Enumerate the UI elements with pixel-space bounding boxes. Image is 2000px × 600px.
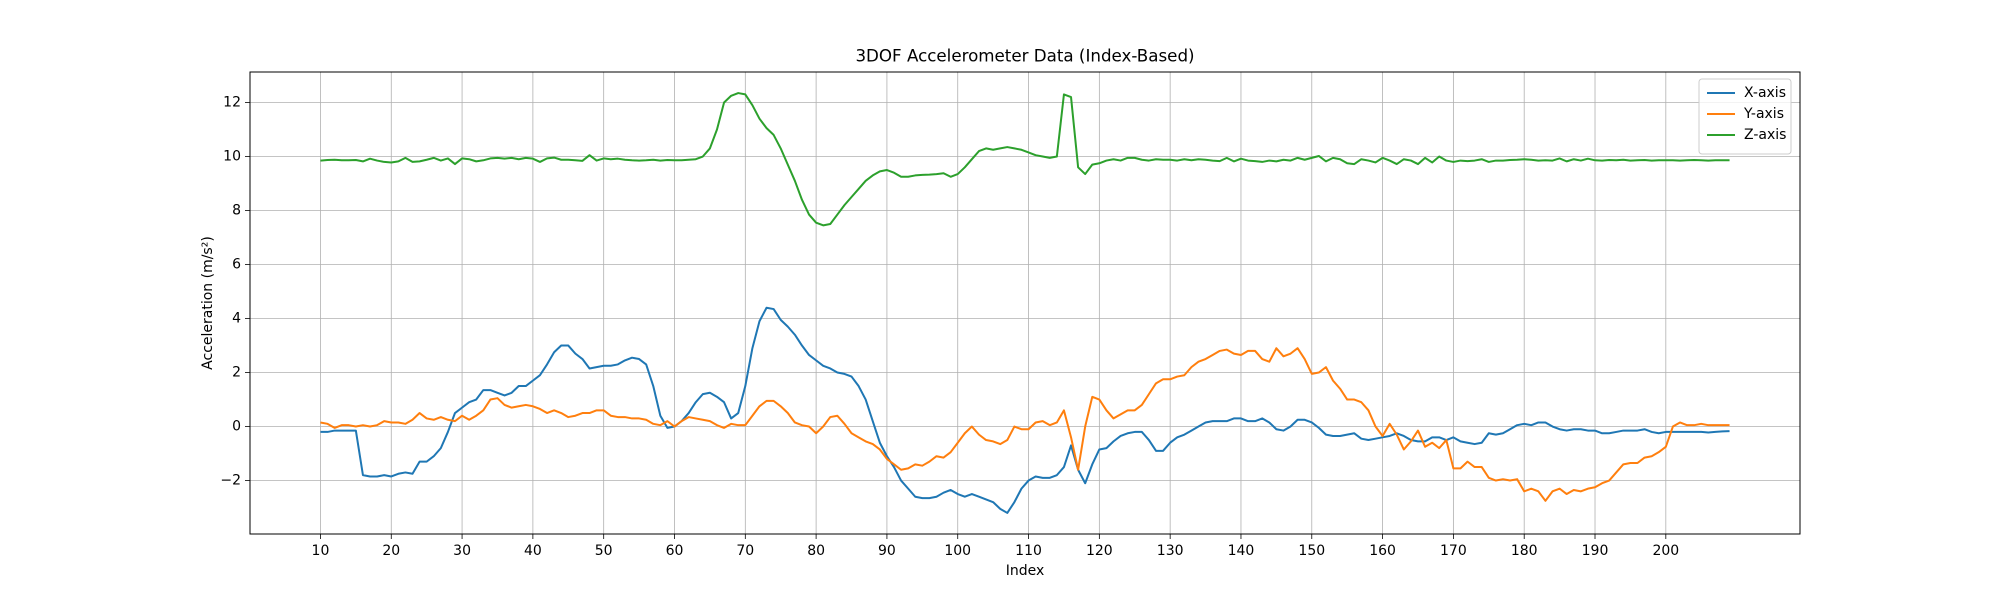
y-tick-label: 10 — [223, 149, 241, 165]
x-tick-label: 110 — [1015, 543, 1042, 559]
x-tick-label: 20 — [382, 543, 400, 559]
y-axis-label: Acceleration (m/s²) — [200, 236, 216, 370]
x-tick-label: 90 — [878, 543, 896, 559]
x-axis-label: Index — [1006, 563, 1045, 579]
series-line — [320, 306, 1730, 514]
y-tick-label: 2 — [232, 365, 241, 381]
legend-label: Z-axis — [1744, 127, 1786, 143]
x-tick-label: 200 — [1652, 543, 1679, 559]
series-line — [320, 347, 1730, 502]
legend: X-axis Y-axis Z-axis — [1698, 78, 1792, 155]
x-tick-label: 30 — [453, 543, 471, 559]
legend-label: Y-axis — [1743, 106, 1784, 122]
x-tick-label: 10 — [312, 543, 330, 559]
x-tick-label: 40 — [524, 543, 542, 559]
x-tick-label: 140 — [1228, 543, 1255, 559]
x-tick-label: 130 — [1157, 543, 1184, 559]
x-tick-label: 70 — [736, 543, 754, 559]
x-tick-label: 60 — [666, 543, 684, 559]
y-tick-label: 4 — [232, 311, 241, 327]
x-tick-label: 50 — [595, 543, 613, 559]
y-tick-label: 0 — [232, 419, 241, 435]
legend-label: X-axis — [1744, 85, 1786, 101]
y-tick-label: −2 — [220, 473, 241, 489]
series-line — [320, 92, 1730, 227]
chart-title: 3DOF Accelerometer Data (Index-Based) — [855, 46, 1194, 66]
y-tick-label: 12 — [223, 95, 241, 111]
x-tick-label: 100 — [944, 543, 971, 559]
x-tick-label: 160 — [1369, 543, 1396, 559]
x-tick-label: 190 — [1582, 543, 1609, 559]
y-tick-label: 8 — [232, 203, 241, 219]
x-tick-label: 170 — [1440, 543, 1467, 559]
x-tick-label: 120 — [1086, 543, 1113, 559]
x-tick-label: 80 — [807, 543, 825, 559]
x-tick-label: 150 — [1298, 543, 1325, 559]
plot-frame — [249, 71, 1801, 535]
x-tick-label: 180 — [1511, 543, 1538, 559]
y-tick-label: 6 — [232, 257, 241, 273]
